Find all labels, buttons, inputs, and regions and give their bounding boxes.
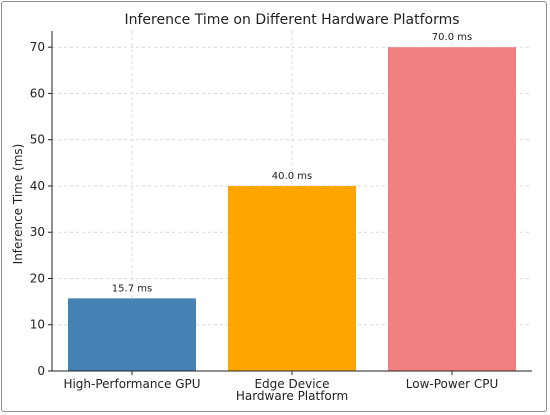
chart-title: Inference Time on Different Hardware Pla… bbox=[124, 12, 459, 28]
bar-value-label: 15.7 ms bbox=[112, 283, 152, 294]
y-tick-label: 40 bbox=[30, 179, 45, 193]
bar bbox=[228, 185, 356, 371]
y-axis-title: Inference Time (ms) bbox=[11, 144, 25, 265]
x-tick-label: Low-Power CPU bbox=[406, 377, 498, 391]
y-tick-label: 0 bbox=[37, 364, 45, 378]
x-axis-ticks: High-Performance GPU Edge Device Low-Power… bbox=[63, 371, 498, 391]
x-axis-title: Hardware Platform bbox=[236, 389, 348, 403]
y-tick-label: 60 bbox=[30, 86, 45, 100]
x-tick-label: High-Performance GPU bbox=[63, 377, 200, 391]
y-tick-label: 20 bbox=[30, 271, 45, 285]
y-axis-ticks: 0 10 20 30 40 50 60 70 bbox=[30, 40, 52, 378]
bar bbox=[388, 47, 516, 371]
bars bbox=[68, 47, 516, 371]
value-labels: 15.7 ms 40.0 ms 70.0 ms bbox=[112, 32, 472, 294]
y-tick-label: 30 bbox=[30, 225, 45, 239]
y-tick-label: 10 bbox=[30, 318, 45, 332]
bar-value-label: 70.0 ms bbox=[432, 32, 472, 43]
y-tick-label: 70 bbox=[30, 40, 45, 54]
y-tick-label: 50 bbox=[30, 133, 45, 147]
x-tick-label: Edge Device bbox=[254, 377, 329, 391]
bar bbox=[68, 298, 196, 371]
bar-value-label: 40.0 ms bbox=[272, 171, 312, 182]
